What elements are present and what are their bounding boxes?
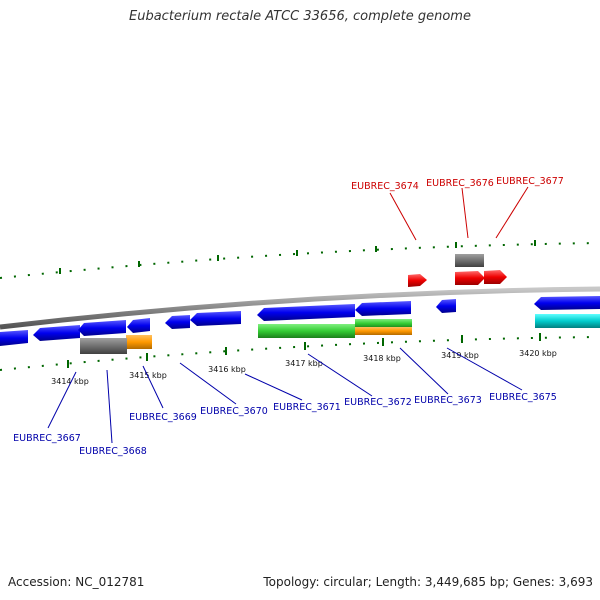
tick-label-3417: 3417 kbp xyxy=(285,359,323,368)
rna-feature-forward[interactable] xyxy=(455,254,484,267)
outer-ruler-track xyxy=(0,242,600,279)
accession-text: Accession: NC_012781 xyxy=(8,575,145,589)
label-eubrec-3668[interactable]: EUBREC_3668 xyxy=(79,446,147,457)
gene-eubrec-3668[interactable] xyxy=(78,320,126,336)
reverse-strand-genes xyxy=(0,296,600,354)
inner-ruler-track xyxy=(0,336,600,371)
gene-eubrec-3677[interactable] xyxy=(484,270,507,284)
top-label-leaders xyxy=(389,186,529,241)
gene-eubrec-3671[interactable] xyxy=(257,304,355,321)
gene-eubrec-3675[interactable] xyxy=(534,296,600,310)
map-title: Eubacterium rectale ATCC 33656, complete… xyxy=(129,9,471,24)
label-eubrec-3670[interactable]: EUBREC_3670 xyxy=(200,406,268,417)
cds-feature-orange-2[interactable] xyxy=(126,335,152,349)
rna-feature-reverse[interactable] xyxy=(80,338,127,354)
inner-ruler-major-ticks xyxy=(67,333,541,368)
label-eubrec-3669[interactable]: EUBREC_3669 xyxy=(129,412,197,423)
label-eubrec-3673[interactable]: EUBREC_3673 xyxy=(414,395,482,406)
tick-label-3416: 3416 kbp xyxy=(208,365,246,374)
tick-label-3418: 3418 kbp xyxy=(363,354,401,363)
outer-ruler-major-ticks xyxy=(59,240,536,274)
cds-feature-green-1[interactable] xyxy=(258,324,355,338)
cds-feature-cyan[interactable] xyxy=(535,314,600,328)
genome-backbone xyxy=(0,286,600,330)
gene-eubrec-3676[interactable] xyxy=(455,271,485,285)
forward-strand-genes xyxy=(408,254,507,287)
label-eubrec-3676[interactable]: EUBREC_3676 xyxy=(426,178,494,189)
label-eubrec-3667[interactable]: EUBREC_3667 xyxy=(13,433,81,444)
top-labels: EUBREC_3674 EUBREC_3676 EUBREC_3677 xyxy=(351,176,564,192)
cds-feature-orange-1[interactable] xyxy=(355,327,412,335)
gene-left-edge[interactable] xyxy=(0,330,28,346)
gene-eubrec-3670a[interactable] xyxy=(165,315,190,329)
label-eubrec-3675[interactable]: EUBREC_3675 xyxy=(489,392,557,403)
gene-eubrec-3674[interactable] xyxy=(408,274,427,287)
bottom-label-leaders xyxy=(47,347,523,444)
bottom-labels: EUBREC_3667 EUBREC_3668 EUBREC_3669 EUBR… xyxy=(13,392,557,457)
label-eubrec-3674[interactable]: EUBREC_3674 xyxy=(351,181,419,192)
genome-summary-text: Topology: circular; Length: 3,449,685 bp… xyxy=(263,575,593,589)
label-eubrec-3671[interactable]: EUBREC_3671 xyxy=(273,402,341,413)
gene-eubrec-3670[interactable] xyxy=(190,311,241,326)
gene-eubrec-3672[interactable] xyxy=(355,301,411,316)
label-eubrec-3672[interactable]: EUBREC_3672 xyxy=(344,397,412,408)
cds-feature-green-2[interactable] xyxy=(355,319,412,328)
gene-eubrec-3669[interactable] xyxy=(127,318,150,333)
label-eubrec-3677[interactable]: EUBREC_3677 xyxy=(496,176,564,187)
tick-label-3414: 3414 kbp xyxy=(51,377,89,386)
gene-eubrec-3667[interactable] xyxy=(33,325,80,341)
gene-eubrec-3673[interactable] xyxy=(436,299,456,313)
tick-label-3420: 3420 kbp xyxy=(519,349,557,358)
